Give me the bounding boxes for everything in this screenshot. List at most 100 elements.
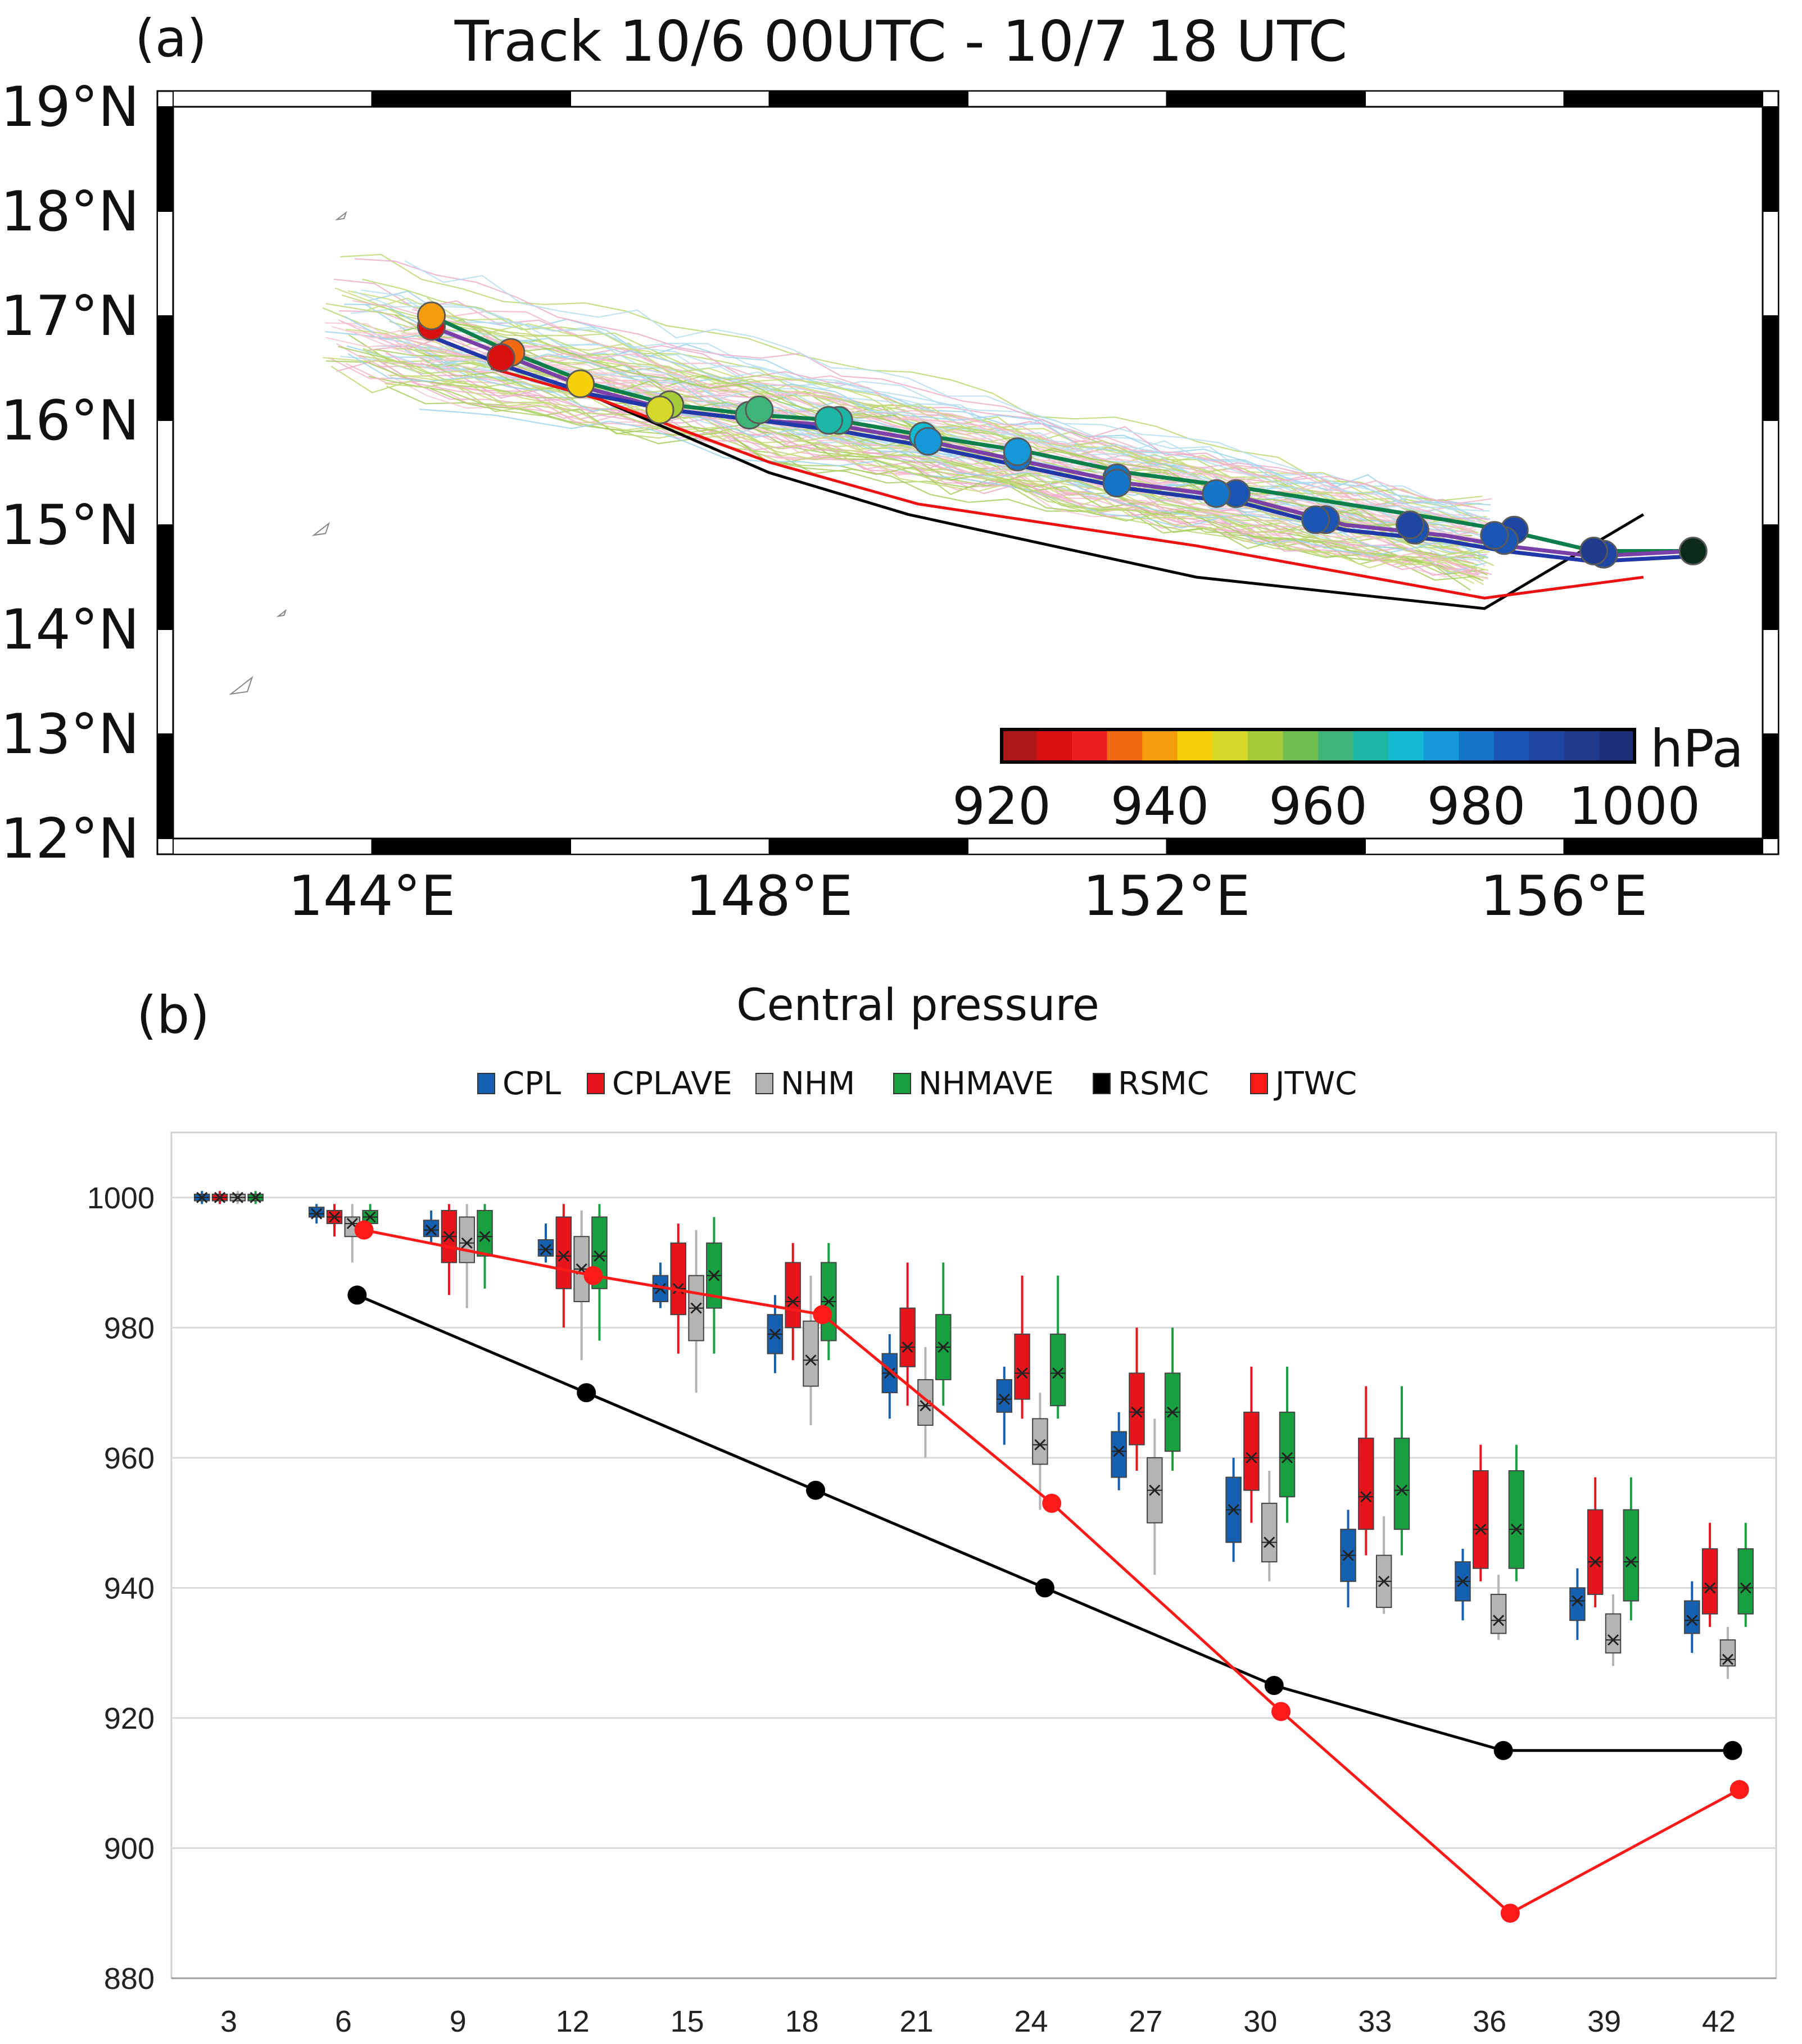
map-border-segment-left (157, 106, 174, 212)
point-jtwc (1729, 1780, 1749, 1800)
point-jtwc (583, 1266, 603, 1285)
box-mean-marker (1510, 1524, 1522, 1535)
map-islands (229, 211, 347, 695)
track-marker (1003, 437, 1032, 466)
colorbar-swatch (1318, 729, 1354, 762)
island-outline (311, 522, 330, 536)
lat-tick-label: 14°N (1, 598, 139, 662)
box-body (1569, 1587, 1586, 1621)
box-body (459, 1216, 475, 1263)
ensemble-track (354, 291, 1477, 524)
box-mean-marker (594, 1250, 605, 1262)
map-border-segment-bottom (570, 838, 770, 855)
ensemble-track (404, 260, 1491, 520)
track-marker (486, 343, 515, 372)
box-mean-marker (769, 1328, 781, 1340)
box-body (1032, 1418, 1048, 1465)
lon-tick-label: 156°E (1480, 864, 1648, 928)
box-mean-marker (884, 1367, 895, 1379)
box-body (1358, 1438, 1374, 1530)
map-border-segment-left (157, 524, 174, 630)
chart-title: Central pressure (736, 980, 1099, 1031)
map-border-segment-bottom (1365, 838, 1565, 855)
box-mean-marker (1052, 1367, 1064, 1379)
box-body (1605, 1613, 1622, 1654)
ensemble-track (385, 380, 1478, 569)
colorbar-swatch (1423, 729, 1459, 762)
box-body (477, 1209, 493, 1257)
box-body (1111, 1431, 1127, 1478)
box-mean-marker (805, 1354, 817, 1366)
map-border-segment-right (1762, 629, 1779, 735)
x-tick-label: 27 (1129, 2005, 1162, 2038)
box-body (899, 1307, 916, 1367)
latitude-labels: 19°N 18°N 17°N 16°N 15°N 14°N 13°N 12°N (1, 75, 139, 871)
box-body (803, 1320, 819, 1387)
map-border-segment-bottom (1166, 838, 1366, 855)
lon-tick-label: 152°E (1083, 864, 1251, 928)
box-body (670, 1242, 687, 1316)
longitude-labels: 144°E 148°E 152°E 156°E (288, 864, 1648, 928)
track-marker (1202, 479, 1231, 508)
point-rsmc (347, 1285, 367, 1305)
x-tick-label: 21 (899, 2005, 933, 2038)
colorbar-tick-label: 940 (1111, 776, 1210, 836)
box-mean-marker (540, 1244, 552, 1256)
ensemble-track (363, 348, 1487, 560)
track-marker (417, 301, 446, 330)
map-border-segment-right (1762, 315, 1779, 421)
box-mean-marker (1493, 1615, 1505, 1626)
colorbar-unit: hPa (1650, 719, 1744, 779)
colorbar-tick-label: 960 (1269, 776, 1368, 836)
point-rsmc (577, 1383, 596, 1403)
map-border-segment-top (570, 90, 770, 107)
box-mean-marker (1034, 1439, 1046, 1451)
box-mean-marker (1167, 1406, 1179, 1418)
box-body (1279, 1411, 1296, 1498)
ensemble-track (410, 336, 1492, 505)
lat-tick-label: 19°N (1, 75, 139, 139)
plot-area (170, 1131, 1777, 1979)
box-body (1490, 1593, 1507, 1634)
panel-a-label: (a) (135, 8, 207, 69)
colorbar-swatch (1212, 729, 1248, 762)
box-body (1684, 1600, 1700, 1634)
track-marker (1678, 537, 1708, 565)
map-border-segment-bottom (371, 838, 571, 855)
x-tick-label: 33 (1358, 2005, 1392, 2038)
y-tick-label: 920 (104, 1702, 155, 1735)
track-marker (814, 406, 844, 435)
colorbar-swatch (1529, 729, 1565, 762)
box-mean-marker (1457, 1575, 1469, 1587)
colorbar-outline (1000, 728, 1636, 764)
box-mean-marker (1131, 1406, 1143, 1418)
box-body (1473, 1470, 1489, 1569)
box-mean-marker (1016, 1367, 1028, 1379)
point-jtwc (1500, 1903, 1520, 1923)
box-mean-marker (1607, 1634, 1619, 1646)
line-series (347, 1220, 1749, 1923)
x-tick-label: 36 (1473, 2005, 1506, 2038)
box-mean-marker (1396, 1484, 1408, 1496)
point-rsmc (1723, 1741, 1742, 1760)
box-mean-marker (311, 1208, 323, 1220)
box-body (1701, 1548, 1718, 1615)
point-jtwc (1042, 1493, 1062, 1513)
x-tick-labels: 3 6 9 12 15 18 21 24 27 30 33 36 39 42 (220, 2005, 1736, 2038)
box-mean-marker (364, 1211, 376, 1223)
box-mean-marker (1590, 1556, 1601, 1568)
legend-swatch (755, 1073, 773, 1094)
track-marker (645, 395, 674, 424)
ensemble-track (333, 278, 1484, 511)
map-border-segment-top (371, 90, 571, 107)
map-border-segment-top (967, 90, 1167, 107)
lon-tick-label: 148°E (686, 864, 853, 928)
x-tick-label: 12 (556, 2005, 590, 2038)
legend-swatch (1093, 1073, 1111, 1094)
box-body (308, 1207, 325, 1218)
island-outline (229, 676, 253, 695)
legend-label: JTWC (1274, 1066, 1357, 1102)
y-tick-label: 900 (104, 1832, 155, 1865)
legend: CPL CPLAVE NHM NHMAVE RSMC JTWC (477, 1066, 1357, 1102)
colorbar: hPa 920 940 960 980 1000 (952, 719, 1744, 836)
